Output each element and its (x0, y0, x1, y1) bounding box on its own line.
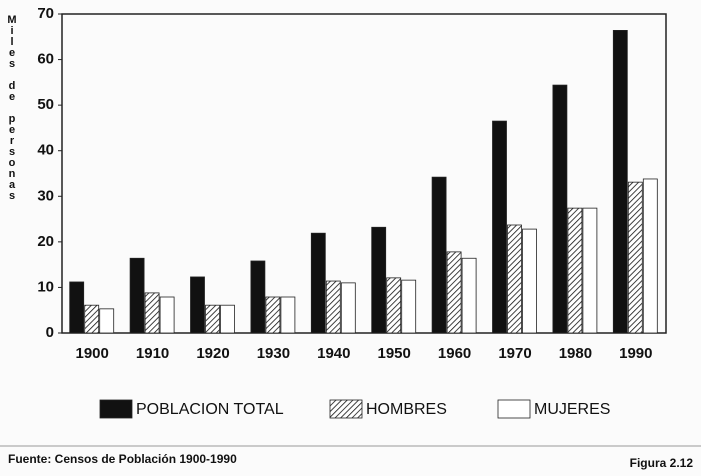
bar (205, 304, 220, 334)
plot-frame (61, 13, 667, 334)
bar (99, 308, 115, 334)
bar (190, 276, 205, 334)
y-tick-label: 50 (37, 96, 54, 113)
figure-label: Figura 2.12 (630, 456, 694, 470)
bar (220, 304, 235, 334)
bar (280, 296, 296, 334)
bar (582, 207, 598, 334)
bar (371, 226, 387, 334)
x-tick-label: 1900 (76, 345, 109, 362)
bar (507, 224, 522, 334)
bar (144, 292, 160, 334)
bar (492, 120, 507, 334)
y-tick-label: 0 (46, 324, 54, 341)
x-tick-label: 1980 (559, 345, 592, 362)
y-tick-label: 10 (37, 278, 54, 295)
bar (129, 257, 145, 334)
x-tick-label: 1970 (498, 345, 531, 362)
legend-swatch (329, 399, 363, 419)
legend-label: HOMBRES (366, 401, 447, 418)
bar (567, 207, 583, 334)
y-axis-label: Miles de personas (6, 14, 18, 201)
bar (627, 181, 643, 334)
x-tick-label: 1940 (317, 345, 350, 362)
bar (446, 251, 462, 334)
x-tick-label: 1910 (136, 345, 169, 362)
bar (84, 304, 100, 334)
bar (159, 296, 175, 334)
legend-label: MUJERES (534, 401, 610, 418)
legend-swatch (99, 399, 133, 419)
bar (265, 296, 281, 334)
x-tick-label: 1950 (378, 345, 411, 362)
x-tick-label: 1930 (257, 345, 290, 362)
y-tick-label: 70 (37, 5, 54, 22)
bar (522, 228, 537, 334)
y-tick-label: 40 (37, 142, 54, 159)
x-tick-label: 1990 (619, 345, 652, 362)
y-tick-label: 60 (37, 51, 54, 68)
bar (431, 176, 447, 334)
source: Fuente: Censos de Población 1900-1990 (8, 452, 237, 466)
bar (612, 30, 628, 334)
bar (552, 84, 568, 334)
bar (461, 257, 477, 334)
bar (401, 279, 417, 334)
legend-label: POBLACION TOTAL (136, 401, 284, 418)
bar (642, 178, 658, 334)
bar (386, 277, 402, 334)
y-tick-label: 20 (37, 233, 54, 250)
bar (69, 281, 85, 334)
y-tick-label: 30 (37, 187, 54, 204)
x-tick-label: 1960 (438, 345, 471, 362)
bar (340, 282, 356, 334)
bar (325, 280, 341, 334)
legend-swatch (497, 399, 531, 419)
bar (310, 232, 326, 334)
x-tick-label: 1920 (196, 345, 229, 362)
bar (250, 260, 266, 334)
